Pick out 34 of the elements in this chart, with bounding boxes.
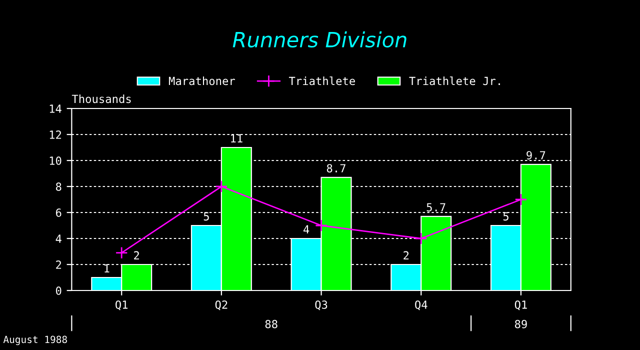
legend-label: Triathlete Jr. <box>409 76 500 86</box>
legend-label: Marathoner <box>168 76 235 86</box>
data-label: 11 <box>231 134 242 142</box>
x-tick-label: Q1 <box>116 300 128 310</box>
point <box>115 246 128 260</box>
point <box>414 232 428 245</box>
y-tick-label: 12 <box>50 130 62 139</box>
y-axis-title: Thousands <box>72 94 131 104</box>
x-tick-label: Q3 <box>315 300 328 310</box>
point <box>514 193 528 206</box>
y-tick-label: 10 <box>50 156 62 165</box>
data-label: 4 <box>304 225 310 234</box>
y-tick-label: 14 <box>50 104 62 113</box>
text: 88 <box>265 320 278 328</box>
chart-title: Runners Division <box>232 31 406 48</box>
y-tick-label: 4 <box>56 234 62 243</box>
data-label: 9.7 <box>526 151 546 160</box>
text: 89 <box>514 320 527 328</box>
y-tick-label: 2 <box>56 260 62 269</box>
legend-label: Triathlete <box>288 76 355 86</box>
data-label: 5.7 <box>426 203 446 212</box>
data-label: 2 <box>134 251 139 260</box>
point <box>315 219 328 232</box>
y-tick-label: 0 <box>56 286 62 295</box>
x-tick-label: Q4 <box>415 300 428 310</box>
data-label: 2 <box>404 251 409 260</box>
data-label: 8.7 <box>326 164 346 172</box>
y-tick-label: 8 <box>56 182 62 191</box>
x-tick-label: Q1 <box>514 300 527 310</box>
y-tick-label: 6 <box>56 208 62 217</box>
x-tick-label: Q2 <box>215 300 228 310</box>
text: August 1988 <box>3 336 67 346</box>
data-label: 1 <box>104 264 110 272</box>
point <box>215 180 228 193</box>
